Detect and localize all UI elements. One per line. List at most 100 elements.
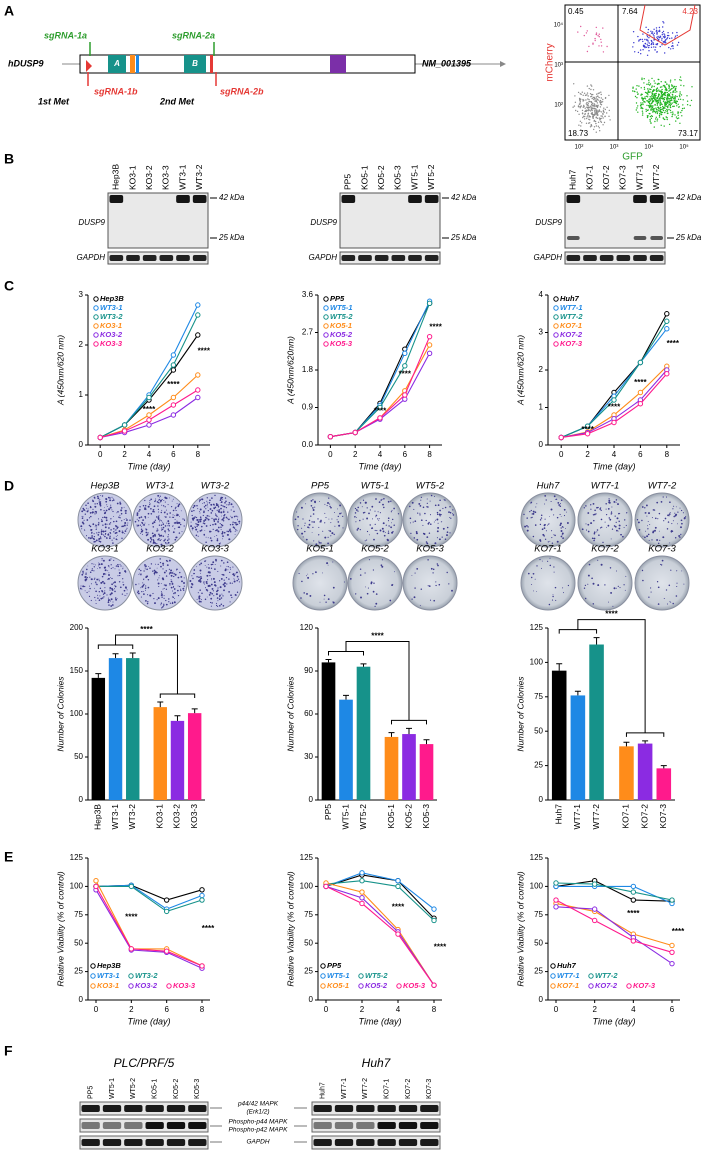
colony xyxy=(544,518,546,520)
colony xyxy=(160,511,163,514)
event-dot xyxy=(579,107,581,109)
event-dot xyxy=(580,25,582,28)
y-tick-label: 0 xyxy=(539,795,544,804)
colony xyxy=(98,580,100,582)
significance: **** xyxy=(202,924,215,933)
band xyxy=(166,1139,186,1146)
colony xyxy=(433,599,436,602)
colony xyxy=(88,537,90,539)
event-dot xyxy=(662,21,664,23)
colony xyxy=(143,583,145,586)
colony xyxy=(216,529,218,531)
plate xyxy=(347,492,403,548)
colony xyxy=(356,529,359,531)
event-dot xyxy=(658,89,660,91)
colony xyxy=(315,571,317,573)
event-dot xyxy=(594,39,596,42)
colony xyxy=(610,512,613,514)
colony xyxy=(215,602,218,604)
colony xyxy=(675,595,678,597)
colony xyxy=(104,587,106,589)
data-point xyxy=(664,318,670,324)
event-dot xyxy=(579,99,581,101)
colony xyxy=(611,511,613,513)
event-dot xyxy=(650,122,652,124)
colony xyxy=(122,584,125,586)
colony xyxy=(89,525,92,528)
event-dot xyxy=(668,85,670,88)
colony xyxy=(209,601,212,604)
colony xyxy=(138,516,141,519)
event-dot xyxy=(686,104,689,106)
event-dot xyxy=(640,94,642,96)
colony xyxy=(663,520,665,522)
event-dot xyxy=(658,29,661,31)
colony xyxy=(120,509,123,512)
colony xyxy=(435,581,437,583)
colony xyxy=(227,566,230,568)
colony xyxy=(205,581,208,583)
colony xyxy=(226,561,229,564)
colony xyxy=(217,587,219,589)
band xyxy=(341,195,356,203)
data-point xyxy=(553,880,559,886)
colony xyxy=(176,568,178,571)
colony xyxy=(587,512,590,514)
colony xyxy=(331,518,333,520)
event-dot xyxy=(600,111,602,113)
colony xyxy=(157,563,159,566)
event-dot xyxy=(655,107,657,109)
colony xyxy=(101,597,104,599)
colony xyxy=(172,514,174,516)
data-point xyxy=(146,417,152,423)
colony xyxy=(541,560,543,562)
event-dot xyxy=(582,116,584,119)
colony xyxy=(413,508,415,510)
colony xyxy=(210,567,213,569)
event-dot xyxy=(658,114,661,117)
colony xyxy=(232,573,233,575)
colony xyxy=(103,592,106,595)
colony xyxy=(397,513,400,515)
colony xyxy=(312,513,315,515)
colony xyxy=(138,572,140,574)
colony xyxy=(553,566,555,568)
band xyxy=(358,255,372,261)
colony xyxy=(121,593,124,595)
event-dot xyxy=(633,42,635,44)
colony xyxy=(92,512,94,514)
colony xyxy=(325,601,327,603)
colony xyxy=(167,525,169,527)
colony xyxy=(212,577,215,580)
event-dot xyxy=(664,39,666,42)
colony xyxy=(152,534,155,537)
colony xyxy=(99,499,101,501)
error-bar xyxy=(423,739,430,745)
event-dot xyxy=(601,115,603,117)
colony xyxy=(93,535,96,538)
colony xyxy=(197,508,199,510)
colony xyxy=(427,585,429,587)
event-dot xyxy=(640,87,642,89)
colony xyxy=(95,539,98,542)
colony xyxy=(420,496,422,498)
colony xyxy=(158,585,160,588)
colony xyxy=(218,517,220,519)
colony xyxy=(652,530,655,533)
colony xyxy=(114,532,117,534)
band xyxy=(102,1105,122,1112)
event-dot xyxy=(600,117,602,120)
bar xyxy=(153,707,167,800)
event-dot xyxy=(666,91,668,94)
event-dot xyxy=(646,43,648,45)
y-tick-label: 0 xyxy=(79,440,84,449)
colony xyxy=(84,529,86,531)
colony xyxy=(210,563,213,566)
colony xyxy=(313,521,315,523)
colony xyxy=(229,601,231,603)
colony xyxy=(205,536,207,538)
exon-label: B xyxy=(192,59,198,68)
colony xyxy=(222,520,225,522)
colony xyxy=(592,514,595,516)
